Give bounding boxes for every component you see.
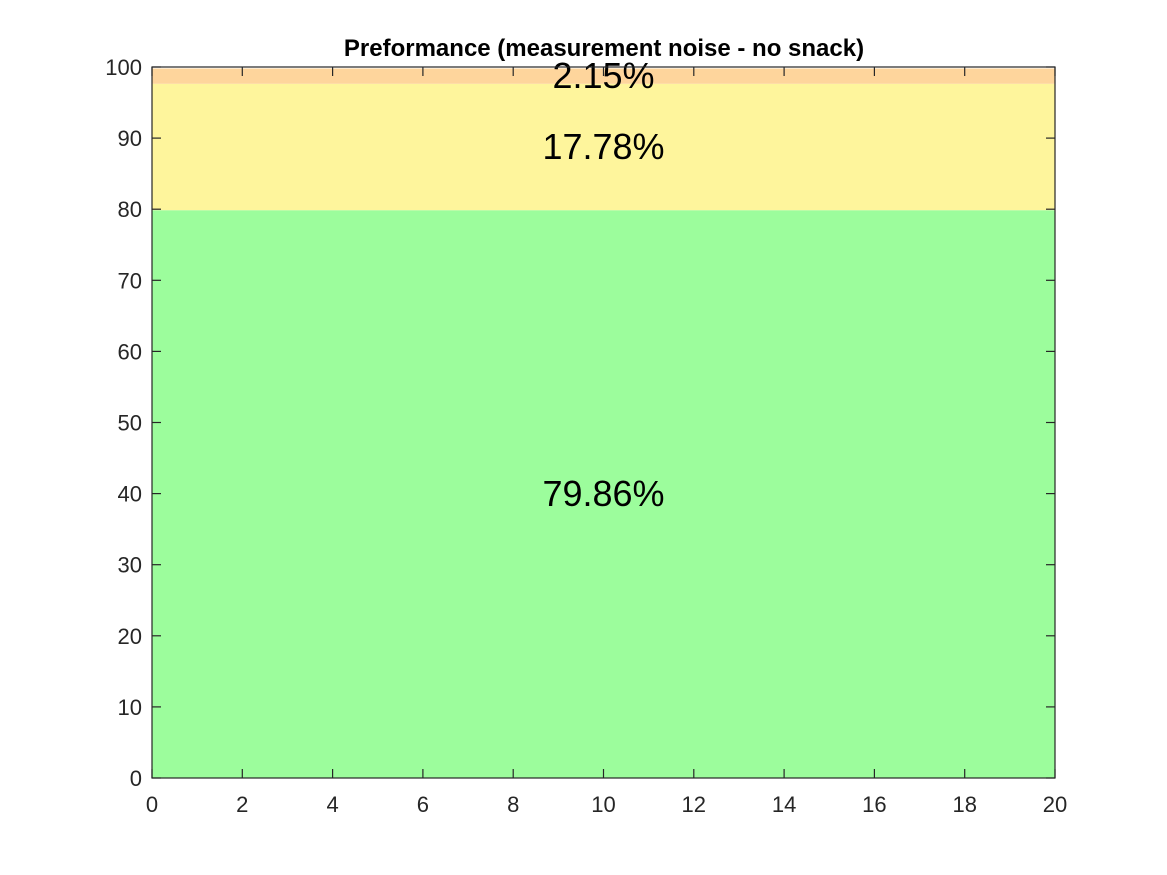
y-tick-label: 0 (130, 766, 142, 791)
y-tick-label: 60 (118, 339, 142, 364)
area-band-3 (152, 68, 1055, 84)
x-tick-label: 0 (146, 792, 158, 817)
x-tick-label: 6 (417, 792, 429, 817)
x-tick-label: 18 (952, 792, 976, 817)
area-band-2 (152, 83, 1055, 211)
y-tick-label: 40 (118, 482, 142, 507)
x-tick-label: 16 (862, 792, 886, 817)
x-tick-label: 14 (772, 792, 796, 817)
x-tick-label: 2 (236, 792, 248, 817)
data-label-1: 79.86% (542, 473, 664, 514)
axes: 0 2 4 6 8 10 12 14 16 18 20 0 10 20 30 40 50 60 70 80 90 100 (105, 55, 1067, 817)
area-band-1 (152, 210, 1055, 778)
x-tick-label: 12 (682, 792, 706, 817)
y-tick-label: 30 (118, 553, 142, 578)
x-tick-label: 10 (591, 792, 615, 817)
y-tick-label: 80 (118, 197, 142, 222)
area-bands (152, 68, 1055, 778)
y-tick-label: 50 (118, 411, 142, 436)
x-tick-label: 8 (507, 792, 519, 817)
x-tick-label: 20 (1043, 792, 1067, 817)
data-label-2: 17.78% (542, 126, 664, 167)
y-tick-label: 20 (118, 624, 142, 649)
x-tick-label: 4 (326, 792, 338, 817)
y-tick-label: 90 (118, 126, 142, 151)
chart-title: Preformance (measurement noise - no snac… (344, 35, 864, 62)
y-tick-label: 10 (118, 695, 142, 720)
y-tick-label: 100 (105, 55, 142, 80)
y-tick-label: 70 (118, 268, 142, 293)
